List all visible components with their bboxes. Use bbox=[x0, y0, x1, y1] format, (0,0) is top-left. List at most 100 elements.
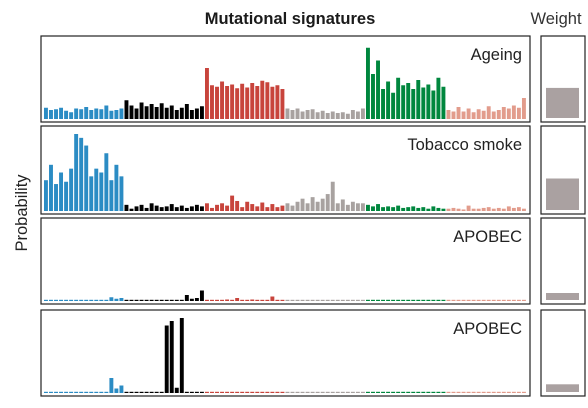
signature-bar bbox=[496, 391, 501, 393]
signature-bar bbox=[240, 207, 245, 211]
signature-bar bbox=[310, 299, 315, 301]
signature-bar bbox=[476, 299, 481, 301]
signature-bar bbox=[406, 207, 411, 211]
signature-bar bbox=[99, 391, 104, 393]
signature-bar bbox=[174, 207, 179, 211]
signature-bar bbox=[189, 206, 194, 211]
signature-bar bbox=[74, 108, 79, 119]
signature-bar bbox=[230, 391, 235, 393]
signature-bar bbox=[366, 299, 370, 301]
signature-bar bbox=[159, 103, 164, 119]
weight-frame bbox=[540, 35, 586, 123]
signature-bar bbox=[376, 204, 380, 211]
signature-bar bbox=[446, 110, 451, 119]
panel-frame bbox=[40, 35, 531, 123]
signature-bar bbox=[215, 86, 219, 119]
signature-bar bbox=[305, 391, 310, 393]
signature-bar bbox=[59, 172, 64, 211]
signature-bar bbox=[516, 107, 521, 119]
signature-bar bbox=[210, 299, 214, 301]
signature-bar bbox=[139, 204, 144, 211]
signature-bar bbox=[64, 181, 69, 211]
signature-bar bbox=[94, 108, 99, 119]
signature-bar bbox=[265, 391, 270, 393]
signature-bar bbox=[134, 206, 139, 211]
signature-bar bbox=[305, 110, 310, 119]
signature-bar bbox=[436, 299, 441, 301]
signature-bar bbox=[506, 108, 511, 119]
signature-bar bbox=[265, 82, 270, 119]
signature-bar bbox=[119, 298, 124, 301]
signature-bar bbox=[426, 391, 431, 393]
signature-bar bbox=[320, 299, 325, 301]
signature-bar bbox=[516, 299, 521, 301]
signature-bar bbox=[315, 391, 320, 393]
signature-bar bbox=[260, 80, 265, 119]
signature-bar bbox=[501, 391, 506, 393]
signature-bar bbox=[104, 153, 109, 211]
signature-bar bbox=[431, 391, 436, 393]
signature-bar bbox=[320, 391, 325, 393]
signature-bar bbox=[260, 202, 265, 211]
signature-bar bbox=[355, 391, 360, 393]
signature-bar bbox=[159, 299, 164, 301]
signature-bar bbox=[260, 299, 265, 301]
signature-bar bbox=[300, 111, 305, 119]
signature-bar bbox=[481, 207, 486, 211]
signature-bar bbox=[199, 106, 204, 119]
signature-panels: Ageing Tobacco smoke APOBEC APOBEC bbox=[40, 35, 586, 397]
signature-bar bbox=[270, 204, 275, 211]
signature-bar bbox=[391, 92, 396, 119]
signature-bar bbox=[421, 207, 426, 211]
signature-bar bbox=[194, 204, 199, 211]
signature-bar bbox=[396, 299, 401, 301]
signature-bar bbox=[174, 110, 179, 119]
signature-bar bbox=[79, 109, 84, 119]
signature-bar bbox=[461, 111, 466, 119]
signature-bar bbox=[511, 105, 516, 119]
signature-bar bbox=[69, 112, 74, 119]
signature-bar bbox=[84, 107, 89, 119]
signature-bar bbox=[310, 109, 315, 119]
signature-bar bbox=[416, 80, 421, 119]
figure-title: Mutational signatures bbox=[205, 10, 376, 28]
signature-bar bbox=[44, 107, 48, 119]
signature-bar bbox=[496, 299, 501, 301]
signature-bar bbox=[360, 203, 365, 211]
signature-bar bbox=[210, 391, 214, 393]
signature-bar bbox=[481, 391, 486, 393]
signature-bar bbox=[44, 180, 48, 211]
signature-bar bbox=[104, 299, 109, 301]
signature-bar bbox=[154, 107, 159, 119]
signature-bar bbox=[250, 391, 255, 393]
signature-bar bbox=[280, 205, 285, 211]
signature-bar bbox=[184, 207, 189, 211]
signature-bar bbox=[446, 208, 451, 211]
signature-bar bbox=[230, 84, 235, 119]
signature-bar bbox=[129, 208, 134, 211]
signature-bar bbox=[184, 391, 189, 393]
signature-bar bbox=[129, 299, 134, 301]
signature-bar bbox=[189, 391, 194, 393]
signature-bar bbox=[285, 391, 290, 393]
signature-bar bbox=[144, 106, 149, 119]
signature-bar bbox=[225, 86, 230, 119]
signature-bar bbox=[335, 113, 340, 119]
signature-bar bbox=[44, 299, 48, 301]
signature-bar bbox=[215, 204, 219, 211]
signature-bar bbox=[391, 299, 396, 301]
signature-bar bbox=[471, 299, 476, 301]
signature-bar bbox=[89, 299, 94, 301]
signature-bar bbox=[49, 391, 53, 393]
signature-bar bbox=[285, 299, 290, 301]
signature-bar bbox=[205, 391, 209, 393]
signature-bar bbox=[149, 104, 154, 119]
signature-bar bbox=[401, 85, 406, 119]
signature-bar bbox=[119, 176, 124, 211]
signature-bar bbox=[345, 204, 350, 211]
signature-bar bbox=[199, 290, 204, 301]
signature-bar bbox=[355, 203, 360, 211]
signature-bar bbox=[134, 391, 139, 393]
signature-bar bbox=[340, 391, 345, 393]
signature-bar bbox=[411, 206, 416, 211]
